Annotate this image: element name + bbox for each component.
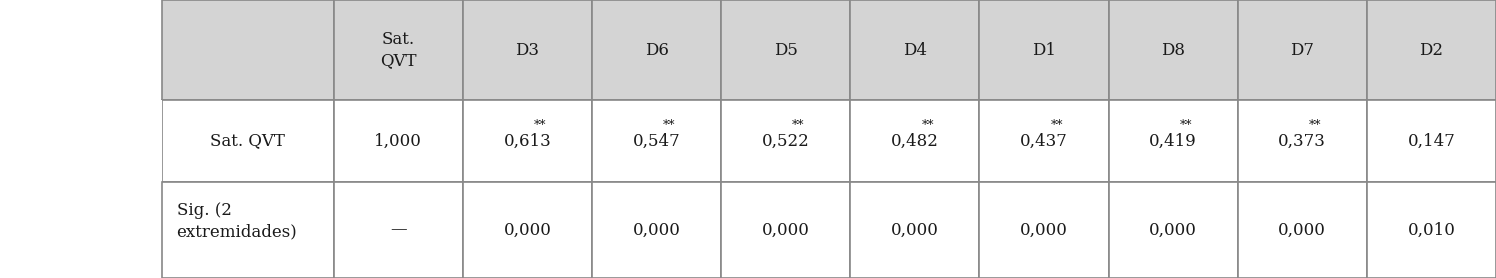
Text: 0,000: 0,000 (1278, 222, 1327, 239)
Bar (1367, 0, 1496, 100)
Text: 0,000: 0,000 (633, 222, 681, 239)
Text: 1,000: 1,000 (374, 133, 422, 150)
Text: Sig. (2
extremidades): Sig. (2 extremidades) (177, 202, 298, 241)
Text: **: ** (793, 119, 805, 132)
Text: **: ** (922, 119, 934, 132)
Text: —: — (390, 222, 407, 239)
Bar (850, 0, 980, 100)
Bar (592, 100, 721, 182)
Bar (462, 0, 592, 100)
Text: D4: D4 (902, 41, 928, 59)
Bar (1237, 182, 1367, 278)
Text: 0,547: 0,547 (633, 133, 681, 150)
Bar (980, 182, 1109, 278)
Text: 0,147: 0,147 (1408, 133, 1456, 150)
Bar (721, 100, 850, 182)
Bar (721, 0, 850, 100)
Text: **: ** (1180, 119, 1192, 132)
Bar (162, 182, 334, 278)
Text: D7: D7 (1290, 41, 1315, 59)
Text: Sat.
QVT: Sat. QVT (380, 31, 416, 69)
Text: 0,522: 0,522 (761, 133, 809, 150)
Text: 0,000: 0,000 (890, 222, 939, 239)
Text: D1: D1 (1032, 41, 1056, 59)
Bar (850, 182, 980, 278)
Text: 0,000: 0,000 (503, 222, 552, 239)
Bar (721, 182, 850, 278)
Text: 0,000: 0,000 (1020, 222, 1068, 239)
Text: **: ** (663, 119, 676, 132)
Text: **: ** (534, 119, 546, 132)
Text: D2: D2 (1420, 41, 1444, 59)
Bar (162, 0, 334, 100)
Text: D3: D3 (515, 41, 540, 59)
Bar (0, 0, 162, 100)
Text: 0,613: 0,613 (504, 133, 551, 150)
Text: 0,000: 0,000 (761, 222, 809, 239)
Bar (980, 100, 1109, 182)
Bar (334, 182, 462, 278)
Bar (462, 100, 592, 182)
Bar (1237, 100, 1367, 182)
Bar (462, 182, 592, 278)
Bar (592, 0, 721, 100)
Bar (980, 0, 1109, 100)
Bar (1367, 182, 1496, 278)
Bar (334, 0, 462, 100)
Bar (334, 100, 462, 182)
Text: 0,010: 0,010 (1408, 222, 1456, 239)
Text: **: ** (1050, 119, 1064, 132)
Text: **: ** (1309, 119, 1321, 132)
Text: 0,419: 0,419 (1149, 133, 1197, 150)
Text: 0,437: 0,437 (1020, 133, 1068, 150)
Text: Sat. QVT: Sat. QVT (209, 133, 286, 150)
Text: D8: D8 (1161, 41, 1185, 59)
Text: D6: D6 (645, 41, 669, 59)
Text: D5: D5 (773, 41, 797, 59)
Text: 0,373: 0,373 (1278, 133, 1327, 150)
Bar (1109, 182, 1237, 278)
Bar (1367, 100, 1496, 182)
Bar (1109, 0, 1237, 100)
Bar (1237, 0, 1367, 100)
Text: 0,482: 0,482 (890, 133, 939, 150)
Bar (162, 100, 334, 182)
Text: 0,000: 0,000 (1149, 222, 1197, 239)
Bar (0, 182, 162, 278)
Bar (1109, 100, 1237, 182)
Bar (592, 182, 721, 278)
Bar (850, 100, 980, 182)
Bar (0, 100, 162, 182)
